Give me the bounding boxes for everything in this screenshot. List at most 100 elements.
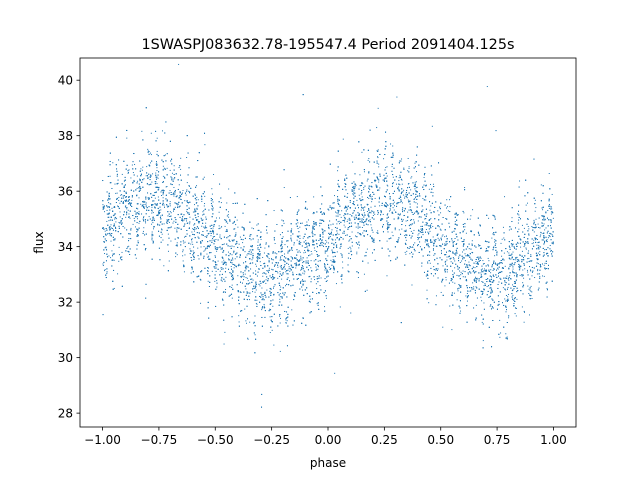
- data-point: [472, 282, 474, 284]
- data-point: [550, 220, 552, 222]
- data-point: [121, 173, 123, 175]
- data-point: [143, 201, 145, 203]
- data-point: [425, 199, 427, 201]
- data-point: [309, 275, 311, 277]
- data-point: [513, 282, 515, 284]
- data-point: [231, 254, 233, 256]
- data-point: [471, 240, 473, 242]
- data-point: [182, 255, 184, 257]
- data-point: [285, 322, 287, 324]
- data-point: [201, 218, 203, 220]
- data-point: [114, 218, 116, 220]
- data-point: [374, 181, 376, 183]
- data-point: [494, 239, 496, 241]
- data-point: [551, 208, 553, 210]
- data-point: [220, 267, 222, 269]
- data-point: [508, 267, 510, 269]
- data-point: [137, 203, 139, 205]
- data-point: [148, 216, 150, 218]
- data-point: [157, 223, 159, 225]
- data-point: [104, 269, 106, 271]
- data-point: [466, 292, 468, 294]
- data-point: [429, 226, 431, 228]
- data-point: [265, 279, 267, 281]
- data-point: [376, 232, 378, 234]
- data-point: [436, 234, 438, 236]
- data-point: [256, 299, 258, 301]
- data-point: [355, 184, 357, 186]
- data-point: [437, 210, 439, 212]
- data-point: [475, 263, 477, 265]
- data-point: [316, 293, 318, 295]
- data-point: [111, 250, 113, 252]
- data-point: [305, 243, 307, 245]
- data-point: [490, 284, 492, 286]
- data-point: [500, 332, 502, 334]
- data-point: [274, 243, 276, 245]
- data-point: [183, 242, 185, 244]
- data-point: [359, 174, 361, 176]
- data-point: [191, 238, 193, 240]
- data-point: [545, 262, 547, 264]
- data-point: [342, 267, 344, 269]
- data-point: [259, 255, 261, 257]
- data-point: [544, 262, 546, 264]
- data-point: [409, 223, 411, 225]
- data-point: [151, 181, 153, 183]
- data-point: [302, 289, 304, 291]
- data-point: [118, 196, 120, 198]
- data-point: [410, 219, 412, 221]
- data-point: [464, 260, 466, 262]
- data-point: [416, 186, 418, 188]
- data-point: [414, 162, 416, 164]
- data-point: [539, 275, 541, 277]
- data-point: [531, 291, 533, 293]
- data-point: [276, 253, 278, 255]
- data-point: [360, 193, 362, 195]
- data-point: [396, 256, 398, 258]
- data-point: [464, 229, 466, 231]
- data-point: [459, 261, 461, 263]
- data-point: [310, 251, 312, 252]
- data-point: [142, 216, 144, 218]
- data-point: [149, 176, 151, 178]
- data-point: [221, 261, 223, 263]
- data-point: [431, 125, 433, 127]
- data-point: [525, 204, 527, 206]
- data-point: [530, 270, 532, 272]
- data-point: [531, 243, 533, 245]
- data-point: [317, 260, 319, 262]
- data-point: [532, 242, 534, 244]
- data-point: [123, 186, 125, 188]
- data-point: [231, 286, 233, 288]
- data-point: [363, 171, 365, 173]
- data-point: [193, 230, 195, 232]
- data-point: [422, 198, 424, 199]
- data-point: [102, 204, 104, 206]
- data-point: [306, 257, 308, 259]
- data-point: [335, 215, 337, 217]
- data-point: [292, 271, 294, 273]
- data-point: [446, 256, 448, 258]
- data-point: [420, 232, 422, 233]
- data-point: [263, 305, 265, 307]
- data-point: [136, 175, 138, 177]
- data-point: [173, 165, 175, 167]
- data-point: [184, 200, 186, 202]
- data-point: [210, 235, 212, 237]
- data-point: [456, 299, 458, 301]
- data-point: [350, 312, 352, 314]
- data-point: [429, 262, 431, 264]
- data-point: [524, 244, 526, 246]
- data-point: [139, 179, 141, 181]
- data-point: [268, 272, 270, 274]
- data-point: [529, 289, 531, 291]
- data-point: [519, 266, 521, 268]
- data-point: [545, 212, 547, 214]
- data-point: [517, 222, 519, 224]
- data-point: [204, 203, 206, 205]
- data-point: [452, 241, 454, 243]
- data-point: [116, 192, 118, 194]
- data-point: [499, 319, 501, 321]
- data-point: [534, 237, 536, 239]
